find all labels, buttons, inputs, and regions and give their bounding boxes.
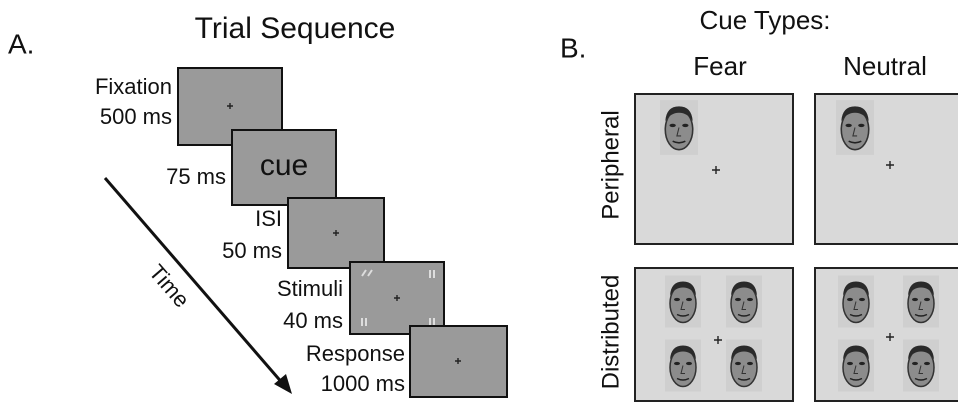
fixation-cross [394, 295, 400, 301]
cue-screen [231, 129, 337, 206]
face [726, 274, 762, 329]
time-label: Time [144, 260, 194, 313]
face [665, 338, 701, 393]
step-name: Fixation [95, 74, 172, 99]
step-name: Response [306, 341, 405, 366]
fixation-cross [227, 103, 233, 109]
face [660, 100, 698, 155]
face [726, 338, 762, 393]
panel-label: B. [560, 32, 586, 63]
fixation-cross [333, 230, 339, 236]
panel-title: Trial Sequence [195, 12, 396, 45]
cue-text: cue [260, 149, 308, 182]
column-label: Neutral [843, 51, 927, 81]
step-duration: 40 ms [283, 308, 343, 333]
step-duration: 1000 ms [321, 371, 405, 396]
stimulus-lines [361, 269, 435, 326]
time-arrow [103, 177, 286, 386]
step-name: ISI [255, 206, 282, 231]
panel-title: Cue Types: [699, 5, 830, 35]
row-label: Peripheral [597, 110, 624, 219]
face [838, 274, 874, 329]
cue-box [634, 93, 794, 245]
step-duration: 50 ms [222, 238, 282, 263]
face [903, 338, 939, 393]
fixation-cross [455, 358, 461, 364]
fixation-cross [886, 333, 894, 341]
step-name: Stimuli [277, 276, 343, 301]
step-duration: 500 ms [100, 104, 172, 129]
fixation-cross [712, 166, 720, 174]
row-label: Distributed [597, 275, 624, 390]
fixation-cross [714, 336, 722, 344]
fixation-cross [886, 161, 894, 169]
face [665, 274, 701, 329]
cue-box [634, 267, 794, 402]
face [836, 100, 874, 155]
face [903, 274, 939, 329]
face [838, 338, 874, 393]
step-duration: 75 ms [166, 164, 226, 189]
panel-label: A. [8, 28, 34, 59]
time-arrowhead [274, 374, 292, 394]
column-label: Fear [693, 51, 747, 81]
